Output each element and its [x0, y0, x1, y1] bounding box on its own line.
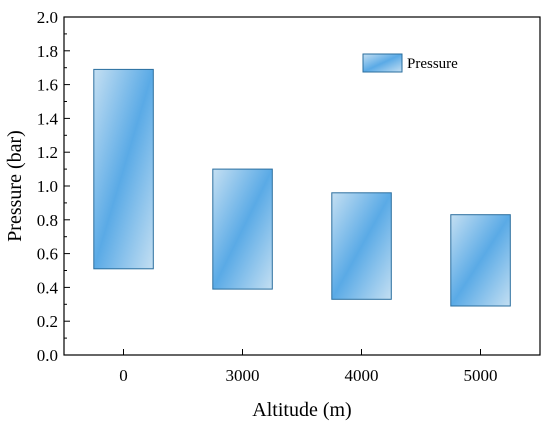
y-tick-label: 0.4 [37, 278, 59, 297]
y-tick-label: 2.0 [37, 8, 58, 27]
x-axis-title: Altitude (m) [252, 399, 351, 421]
legend: Pressure [362, 53, 458, 73]
y-tick-label: 1.4 [37, 109, 59, 128]
x-tick-label: 5000 [464, 366, 498, 385]
x-tick-label: 0 [119, 366, 128, 385]
bar-0 [93, 68, 154, 270]
x-tick-label: 3000 [226, 366, 260, 385]
bar-5000 [450, 214, 511, 307]
y-tick-label: 0.6 [37, 245, 58, 264]
legend-label: Pressure [407, 56, 458, 72]
y-tick-label: 0.0 [37, 346, 58, 365]
bar-3000 [212, 168, 273, 290]
y-axis-title: Pressure (bar) [4, 130, 26, 242]
legend-swatch [362, 53, 403, 73]
y-tick-label: 1.6 [37, 76, 58, 95]
bar-4000 [331, 192, 392, 300]
y-axis: 0.0 0.2 0.4 0.6 0.8 1.0 1.2 1.4 1.6 1.8 2.0 [37, 8, 70, 365]
y-tick-label: 0.8 [37, 211, 58, 230]
x-axis: 0 3000 4000 5000 [119, 349, 498, 385]
y-tick-label: 1.0 [37, 177, 58, 196]
y-tick-label: 1.8 [37, 42, 58, 61]
bars-group [93, 68, 511, 307]
y-tick-label: 0.2 [37, 312, 58, 331]
x-tick-label: 4000 [345, 366, 379, 385]
y-tick-label: 1.2 [37, 143, 58, 162]
